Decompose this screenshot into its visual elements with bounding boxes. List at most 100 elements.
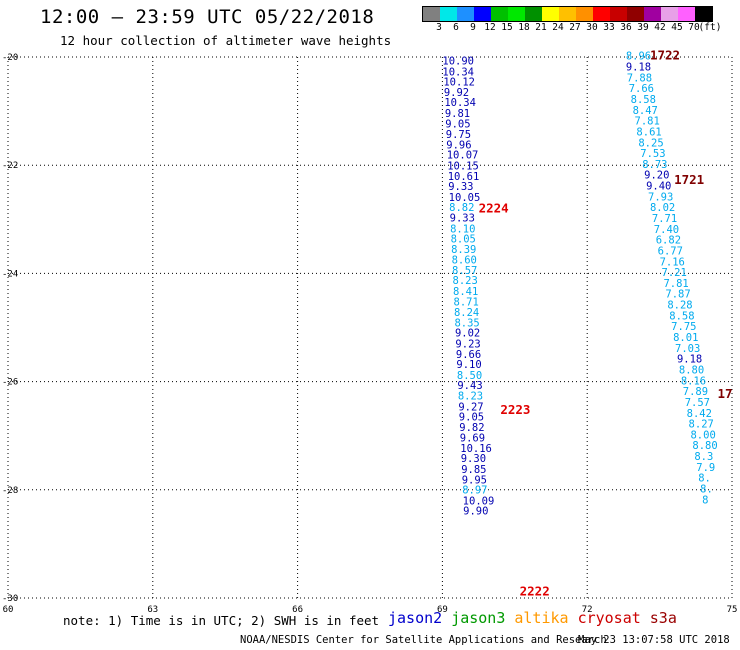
data-point-label: 9.92 [444,87,469,99]
colorbar-swatch [542,7,559,21]
data-point-label: 10.90 [442,56,474,68]
colorbar-tick-label: 15 [501,22,513,33]
data-point-label: 10.09 [463,495,495,507]
colorbar-swatch [559,7,576,21]
data-point-label: 8.73 [642,159,667,171]
colorbar-tick-label: 42 [654,22,666,33]
legend-item: s3a [649,609,677,627]
data-point-label: 9.23 [455,339,480,351]
colorbar-tick-label: 45 [671,22,683,33]
data-point-label: 8.02 [650,202,675,214]
legend-item: altika [514,609,569,627]
data-point-label: 8.47 [633,105,658,117]
data-point-label: 7.03 [675,343,700,355]
x-tick-label: 66 [292,605,303,615]
data-point-label: 10.16 [460,443,492,455]
y-tick-label: -24 [2,269,18,279]
colorbar-tick-label: 12 [484,22,496,33]
data-point-label: 9.18 [677,354,702,366]
colorbar-tick-label: 9 [470,22,476,33]
data-point-label: 10.34 [442,66,474,78]
data-point-label: 8.25 [638,137,663,149]
data-point-label: 8.41 [453,286,478,298]
credit-line: NOAA/NESDIS Center for Satellite Applica… [240,634,607,646]
pass-label: 1721 [674,172,704,187]
data-point-label: 8.3 [694,451,713,463]
timestamp: May 23 13:07:58 UTC 2018 [578,634,730,646]
colorbar-swatch [423,7,440,21]
data-point-label: 9.33 [450,212,475,224]
data-point-label: 8.97 [462,485,487,497]
data-point-label: 9.05 [445,118,470,130]
y-tick-label: -20 [2,53,18,63]
colorbar-tick-label: 6 [453,22,459,33]
colorbar-tick-label: 30 [586,22,598,33]
colorbar-swatch [593,7,610,21]
data-point-label: 7.87 [665,289,690,301]
data-point-label: 9.18 [626,62,651,74]
data-point-label: 9.40 [646,181,671,193]
data-point-label: 7.40 [654,224,679,236]
data-point-label: 9.85 [461,464,486,476]
pass-label: 2222 [520,583,550,598]
colorbar-swatch [610,7,627,21]
data-point-label: 7.89 [683,386,708,398]
data-point-label: 9.95 [462,474,487,486]
data-point-label: 7.71 [652,213,677,225]
footer-note: note: 1) Time is in UTC; 2) SWH is in fe… [63,613,380,628]
colorbar-swatch [678,7,695,21]
x-tick-label: 63 [147,605,158,615]
data-point-label: 9.43 [457,380,482,392]
colorbar-tick-label: 33 [603,22,615,33]
colorbar-tick-label: 24 [552,22,564,33]
data-point-label: 9.82 [459,422,484,434]
pass-label: 17 [718,386,733,401]
data-point-label: 8.57 [452,265,477,277]
y-tick-label: -22 [2,161,18,171]
y-tick-label: -28 [2,486,18,496]
colorbar-swatch [525,7,542,21]
data-point-label: 10.34 [444,97,476,109]
data-point-label: 8.82 [449,202,474,214]
data-point-label: 9.05 [459,412,484,424]
colorbar-swatch [457,7,474,21]
data-point-label: 9.81 [445,108,470,120]
data-point-label: 8 [702,494,708,506]
colorbar-swatch [695,7,712,21]
data-point-label: 7.81 [663,278,688,290]
data-point-label: 7.21 [662,267,687,279]
data-point-label: 9.30 [461,453,486,465]
data-point-label: 8. [700,484,713,496]
data-point-label: 6.77 [658,245,683,257]
x-tick-label: 75 [727,605,738,615]
colorbar-swatch [576,7,593,21]
colorbar-swatch [508,7,525,21]
y-tick-label: -30 [2,594,18,604]
x-tick-label: 69 [437,605,448,615]
data-point-label: 9.75 [446,129,471,141]
data-point-label: 9.27 [458,401,483,413]
data-point-label: 8.01 [673,332,698,344]
data-point-label: 9.10 [456,359,481,371]
data-point-label: 8.61 [636,126,661,138]
colorbar [422,6,713,22]
data-point-label: 9.02 [455,328,480,340]
colorbar-tick-label: 21 [535,22,547,33]
data-point-label: 8.58 [631,94,656,106]
data-point-label: 7.9 [696,462,715,474]
data-point-label: 9.20 [644,170,669,182]
data-point-label: 7.57 [685,397,710,409]
legend-item: jason3 [451,609,506,627]
pass-label: 2223 [500,402,530,417]
data-point-label: 10.12 [443,77,475,89]
colorbar-swatch [440,7,457,21]
chart-title: 12:00 – 23:59 UTC 05/22/2018 [40,6,375,28]
colorbar-unit-label: (ft) [698,22,722,33]
data-point-label: 8.96 [626,51,651,63]
data-point-label: 8. [698,473,711,485]
chart-subtitle: 12 hour collection of altimeter wave hei… [60,33,392,48]
data-point-label: 8.35 [454,317,479,329]
data-point-label: 9.96 [446,139,471,151]
data-point-label: 10.07 [447,150,479,162]
data-point-label: 7.88 [627,72,652,84]
